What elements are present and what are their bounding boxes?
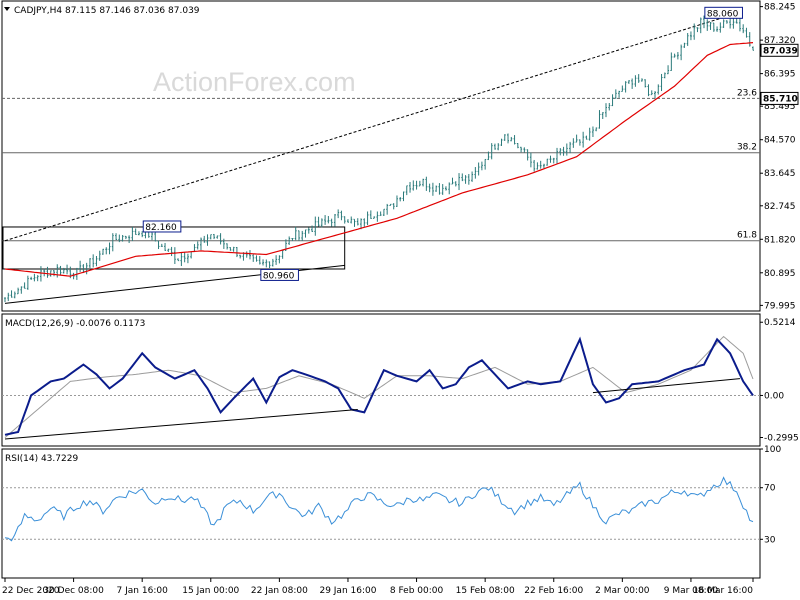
low-label-box	[260, 268, 299, 281]
fib-level-label: 23.6	[737, 88, 757, 98]
high-label-box	[704, 6, 743, 19]
price-tag-box	[760, 91, 799, 105]
macd-panel-frame	[1, 313, 761, 447]
price-y-tick-label: 81.820	[764, 235, 796, 245]
rsi-line	[4, 476, 754, 542]
x-tick-label: 30 Dec 08:00	[43, 586, 104, 596]
macd-signal-line	[4, 335, 754, 438]
panel-menu-icon	[4, 7, 10, 11]
x-tick-label: 29 Jan 16:00	[319, 586, 376, 596]
fib-level-label: 61.8	[737, 231, 757, 241]
x-tick-label: 22 Dec 2020	[2, 586, 60, 596]
price-y-tick-label: 84.570	[764, 136, 796, 146]
price-y-tick-label: 83.645	[764, 169, 796, 179]
resistance-label: 82.160	[145, 223, 177, 233]
macd-panel-title: MACD(12,26,9) -0.0076 0.1173	[5, 319, 145, 329]
macd-line	[4, 336, 754, 436]
range-box	[2, 226, 346, 270]
watermark: ActionForex.com	[153, 67, 356, 97]
macd-y-tick-label: 0.5214	[764, 318, 796, 328]
price-y-tick-label: 86.395	[764, 70, 796, 80]
x-tick-label: 15 Feb 08:00	[456, 586, 515, 596]
price-y-tick-label: 80.895	[764, 269, 796, 279]
moving-average-line	[4, 42, 754, 277]
macd-y-tick-label: 0.00	[764, 391, 784, 401]
last-price-tag: 87.039	[763, 46, 798, 56]
x-tick-label: 22 Jan 08:00	[251, 586, 308, 596]
macd-y-tick-label: -0.2995	[764, 434, 799, 444]
level-price-tag: 85.710	[763, 94, 798, 104]
low-label: 80.960	[263, 271, 295, 281]
price-y-tick-label: 82.745	[764, 202, 796, 212]
trendline-dotted	[4, 12, 737, 242]
macd-trendline	[4, 408, 358, 440]
price-y-tick-label: 87.320	[764, 36, 796, 46]
rsi-panel-title: RSI(14) 43.7229	[5, 454, 78, 464]
x-tick-label: 16 Mar 16:00	[693, 586, 753, 596]
x-tick-label: 7 Jan 16:00	[117, 586, 169, 596]
rsi-y-tick-label: 30	[764, 535, 776, 545]
x-tick-label: 8 Feb 00:00	[390, 586, 444, 596]
price-tag-box	[760, 43, 799, 57]
high-label: 88.060	[707, 9, 739, 19]
rsi-y-tick-label: 100	[764, 445, 781, 455]
x-tick-label: 2 Mar 00:00	[595, 586, 650, 596]
x-tick-label: 9 Mar 08:00	[664, 586, 719, 596]
price-y-tick-label: 88.245	[764, 3, 796, 13]
price-panel-title: CADJPY,H4 87.115 87.146 87.036 87.039	[14, 6, 200, 16]
x-tick-label: 22 Feb 16:00	[524, 586, 583, 596]
fib-level-label: 38.2	[737, 143, 757, 153]
rsi-y-tick-label: 70	[764, 484, 776, 494]
price-panel-frame	[1, 0, 761, 312]
rsi-panel-frame	[1, 448, 761, 579]
resistance-label-box	[142, 220, 182, 233]
x-tick-label: 15 Jan 00:00	[182, 586, 239, 596]
price-y-tick-label: 79.995	[764, 301, 796, 311]
macd-trendline	[592, 378, 740, 394]
price-y-tick-label: 85.495	[764, 102, 796, 112]
